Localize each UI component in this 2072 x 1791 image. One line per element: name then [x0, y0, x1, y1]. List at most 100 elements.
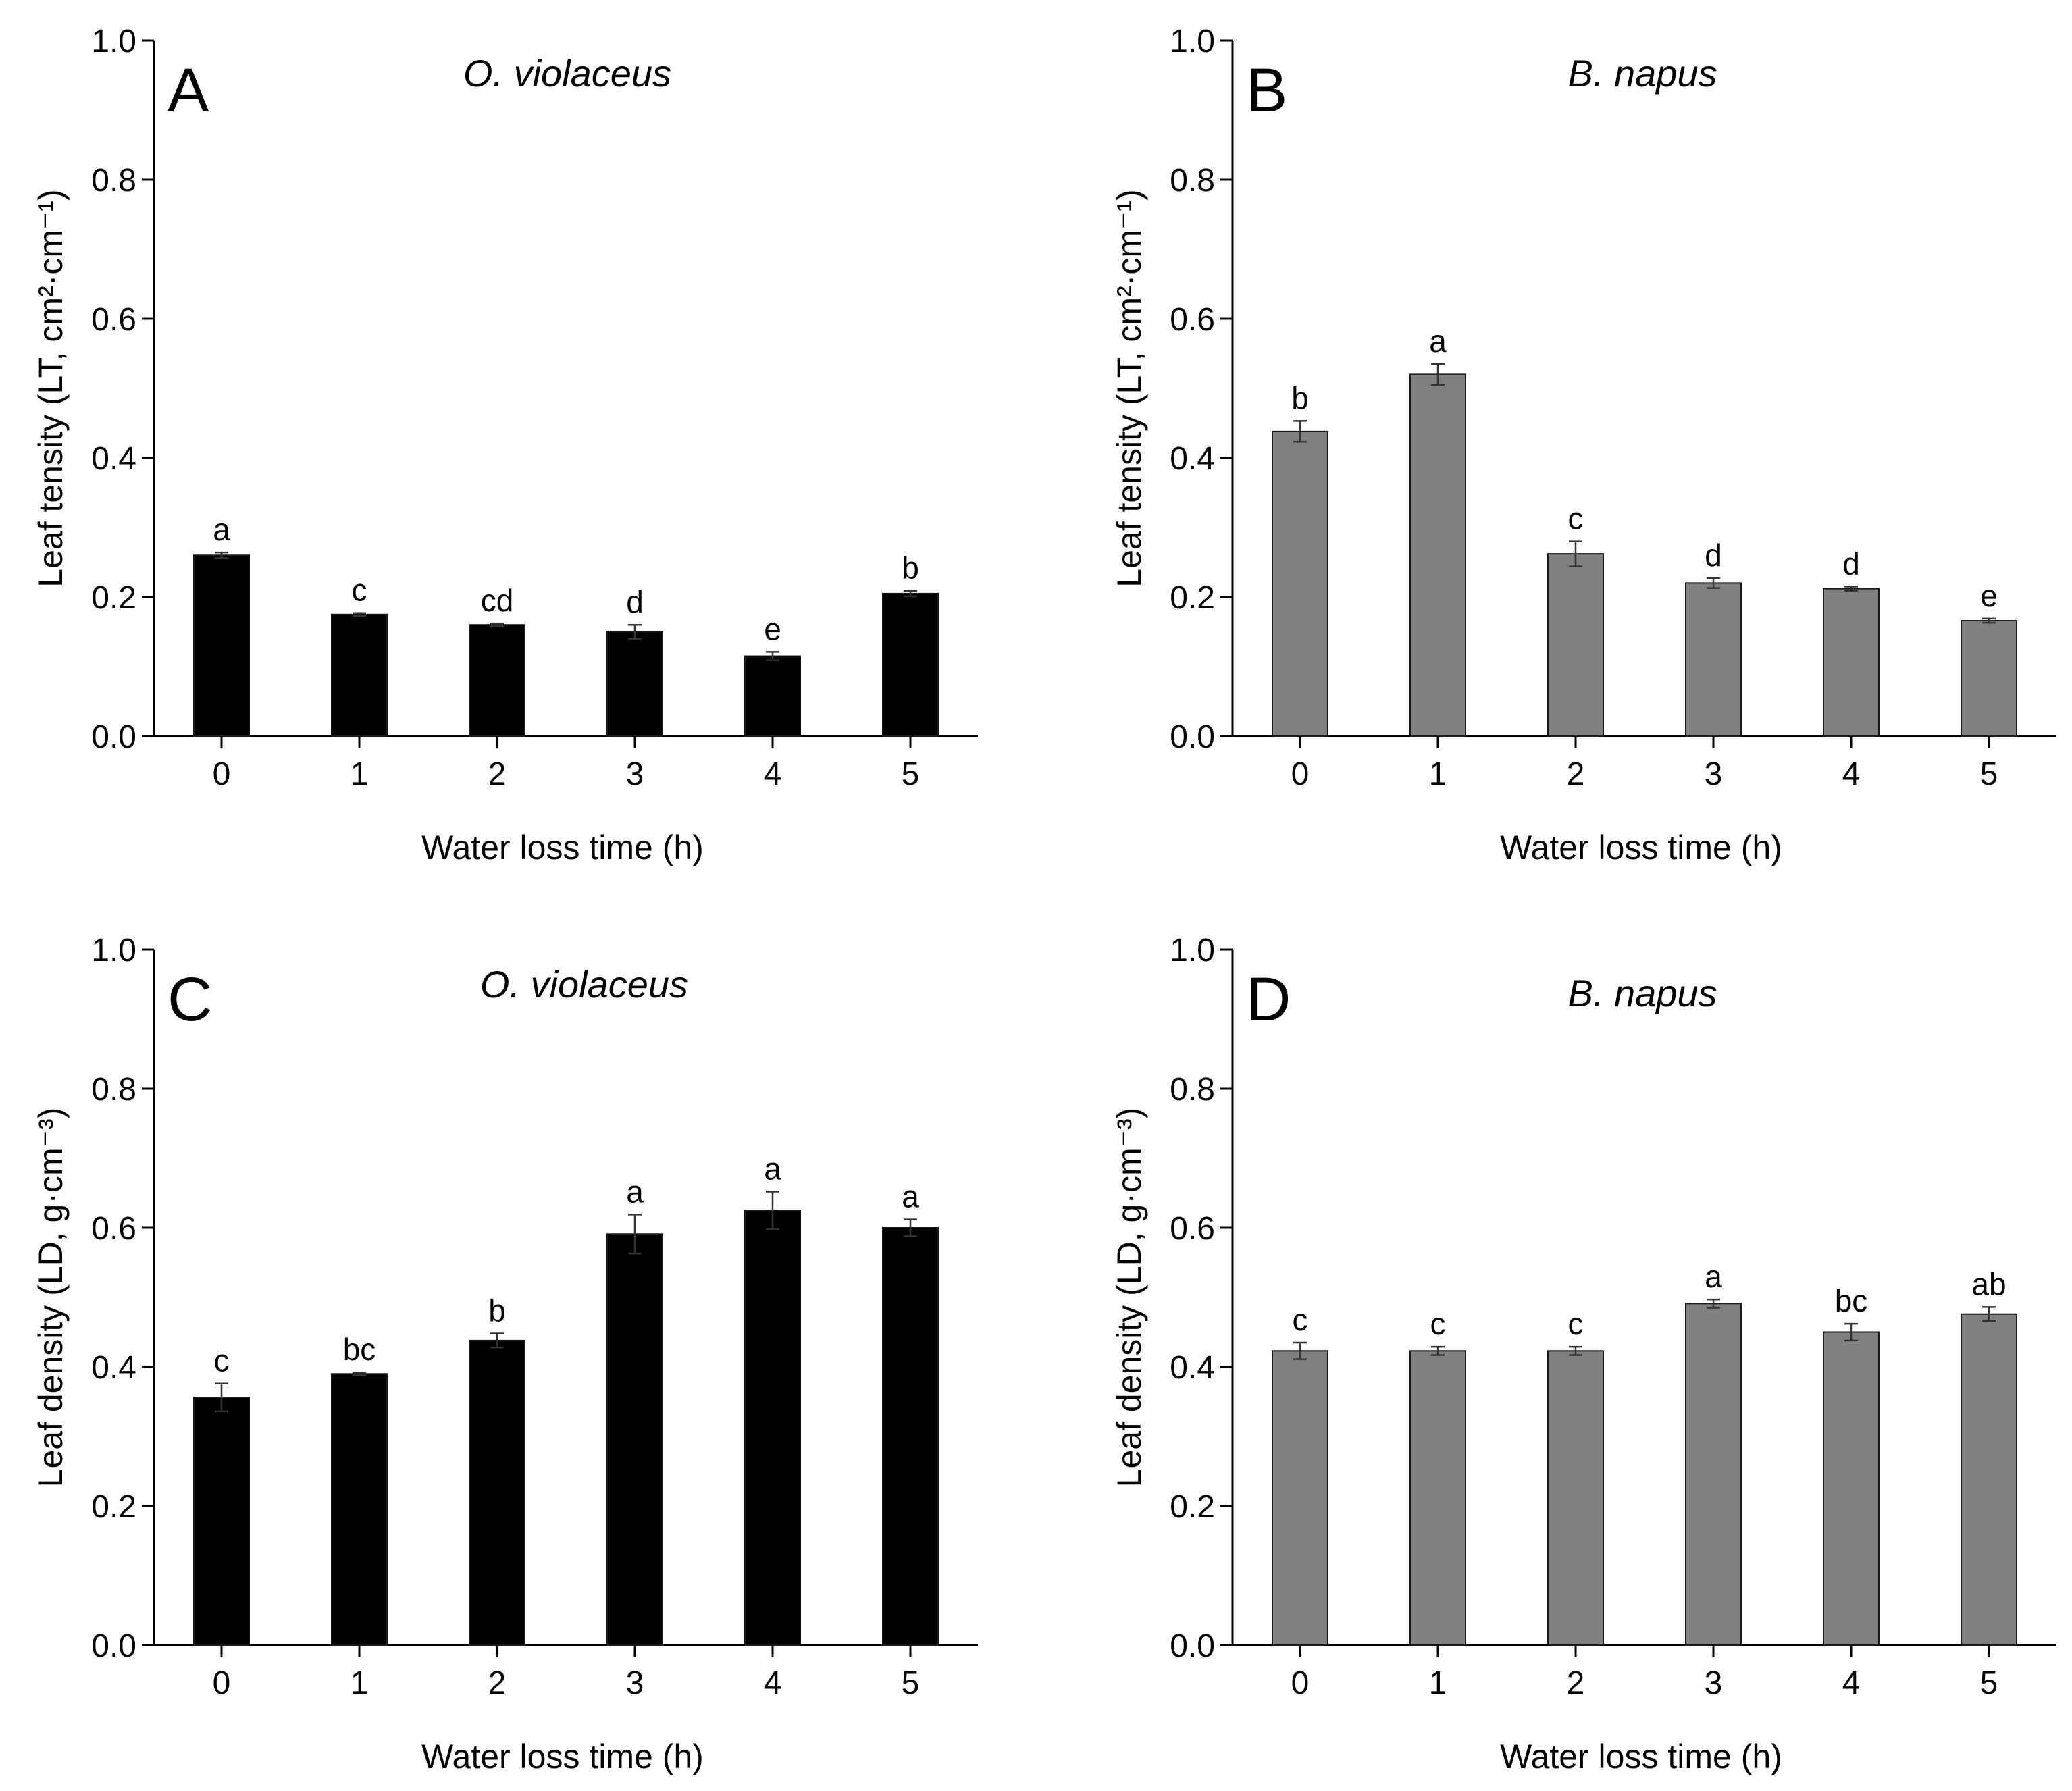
- significance-letter: d: [1842, 546, 1860, 581]
- bar-c-5: [882, 1227, 939, 1646]
- significance-letter: a: [902, 1179, 919, 1214]
- bar-d-2: [1547, 1350, 1604, 1646]
- x-axis-title: Water loss time (h): [1500, 829, 1782, 866]
- bar-d-5: [1961, 1313, 2017, 1646]
- x-tick-label: 1: [351, 756, 369, 792]
- bar-c-4: [744, 1210, 801, 1646]
- bar-d-0: [1272, 1350, 1328, 1646]
- y-axis-title: Leaf tensity (LT, cm²·cm⁻¹): [32, 189, 70, 587]
- panel-letter: B: [1246, 56, 1287, 125]
- y-tick-label: 0.2: [1170, 1489, 1215, 1525]
- y-tick-label: 0.2: [91, 580, 136, 616]
- x-tick-label: 1: [1429, 1665, 1447, 1701]
- y-tick-label: 0.6: [91, 1211, 136, 1247]
- significance-letter: c: [1568, 1306, 1584, 1341]
- y-tick-label: 0.8: [1170, 163, 1215, 199]
- y-tick-label: 1.0: [1170, 24, 1215, 59]
- x-tick-label: 0: [1291, 756, 1310, 792]
- significance-letter: ab: [1971, 1266, 2006, 1301]
- bar-a-0: [193, 554, 250, 737]
- x-tick-label: 3: [626, 756, 644, 792]
- x-tick-label: 2: [488, 1665, 507, 1701]
- x-axis-title: Water loss time (h): [1500, 1738, 1782, 1775]
- y-tick-label: 0.8: [91, 163, 136, 199]
- y-tick-label: 0.4: [1170, 441, 1215, 477]
- x-tick-label: 3: [1705, 756, 1723, 792]
- significance-letter: a: [626, 1174, 644, 1209]
- significance-letter: b: [902, 550, 919, 586]
- y-tick-label: 0.4: [1170, 1350, 1215, 1386]
- significance-letter: b: [1291, 380, 1309, 415]
- significance-letter: a: [1429, 323, 1447, 359]
- bar-c-3: [606, 1233, 663, 1646]
- panel-letter: A: [167, 56, 209, 125]
- y-axis-title: Leaf tensity (LT, cm²·cm⁻¹): [1110, 189, 1148, 587]
- bar-b-4: [1823, 588, 1880, 737]
- x-tick-label: 0: [213, 756, 231, 792]
- x-tick-label: 3: [1705, 1665, 1723, 1701]
- significance-letter: d: [1705, 538, 1722, 573]
- species-title: O. violaceus: [463, 52, 671, 95]
- significance-letter: e: [764, 611, 781, 646]
- x-tick-label: 1: [1429, 756, 1447, 792]
- y-tick-label: 0.8: [91, 1072, 136, 1108]
- y-tick-label: 1.0: [91, 933, 136, 968]
- y-tick-label: 1.0: [91, 24, 136, 59]
- y-tick-label: 0.0: [1170, 719, 1215, 755]
- significance-letter: d: [626, 584, 644, 619]
- y-tick-label: 0.8: [1170, 1072, 1215, 1108]
- significance-letter: c: [1430, 1306, 1446, 1341]
- significance-letter: b: [488, 1293, 506, 1328]
- bar-b-1: [1409, 373, 1466, 737]
- y-axis-title: Leaf density (LD, g·cm⁻³): [1110, 1108, 1148, 1488]
- panel-c: 0.0 0.2 0.4 0.6 0.8 1.0 0 c 1 bc 2 b 3 a 4 a 5 a C O. viola…: [32, 933, 978, 1775]
- bar-b-5: [1961, 620, 2017, 737]
- significance-letter: a: [213, 512, 230, 547]
- y-axis-title: Leaf density (LD, g·cm⁻³): [32, 1108, 70, 1488]
- y-tick-label: 0.6: [91, 302, 136, 338]
- y-tick-label: 0.2: [91, 1489, 136, 1525]
- bar-a-4: [744, 655, 801, 737]
- y-tick-label: 0.6: [1170, 302, 1215, 338]
- panel-d: 0.0 0.2 0.4 0.6 0.8 1.0 0 c 1 c 2 c 3 a 4 bc 5 ab D B. napu…: [1110, 933, 2056, 1775]
- x-tick-label: 2: [488, 756, 507, 792]
- species-title: B. napus: [1568, 972, 1717, 1014]
- x-tick-label: 4: [764, 756, 782, 792]
- x-tick-label: 5: [1980, 756, 1998, 792]
- significance-letter: c: [214, 1343, 230, 1378]
- y-tick-label: 0.0: [91, 719, 136, 755]
- significance-letter: c: [1293, 1302, 1308, 1337]
- significance-letter: a: [764, 1151, 781, 1186]
- bar-a-2: [469, 624, 525, 737]
- bar-d-1: [1409, 1350, 1466, 1646]
- significance-letter: a: [1705, 1259, 1722, 1294]
- panel-letter: D: [1246, 965, 1291, 1034]
- y-tick-label: 0.0: [1170, 1628, 1215, 1664]
- x-axis-title: Water loss time (h): [421, 829, 704, 866]
- bar-d-3: [1685, 1303, 1742, 1646]
- panel-letter: C: [167, 965, 212, 1034]
- x-tick-label: 4: [764, 1665, 782, 1701]
- y-tick-label: 0.2: [1170, 580, 1215, 616]
- significance-letter: cd: [481, 583, 514, 618]
- species-title: O. violaceus: [480, 963, 688, 1006]
- bar-c-0: [193, 1397, 250, 1646]
- species-title: B. napus: [1568, 52, 1717, 95]
- bar-a-5: [882, 592, 939, 737]
- bar-d-4: [1823, 1331, 1880, 1646]
- y-tick-label: 0.0: [91, 1628, 136, 1664]
- x-tick-label: 5: [1980, 1665, 1998, 1701]
- x-tick-label: 0: [213, 1665, 231, 1701]
- x-tick-label: 0: [1291, 1665, 1310, 1701]
- bar-b-3: [1685, 582, 1742, 737]
- panel-b: 0.0 0.2 0.4 0.6 0.8 1.0 0 b 1 a 2 c 3 d 4 d 5 e B B. napus W…: [1110, 24, 2056, 866]
- x-tick-label: 2: [1567, 1665, 1585, 1701]
- bar-c-1: [331, 1373, 388, 1646]
- bar-b-0: [1272, 430, 1328, 737]
- bar-a-3: [606, 631, 663, 737]
- x-tick-label: 4: [1842, 756, 1861, 792]
- significance-letter: c: [1568, 501, 1584, 536]
- significance-letter: bc: [1835, 1283, 1868, 1318]
- x-tick-label: 4: [1842, 1665, 1861, 1701]
